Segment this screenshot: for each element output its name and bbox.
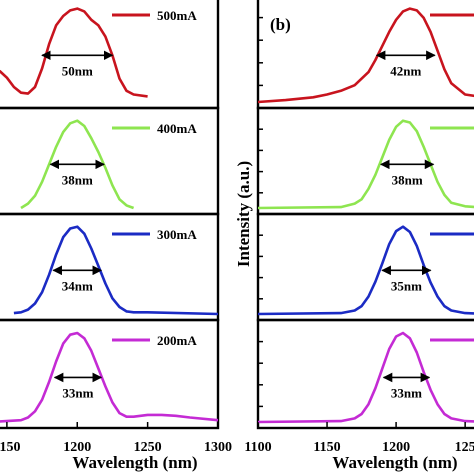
spectrum-line-2 [257, 119, 474, 210]
spectrum-line-4 [257, 331, 474, 424]
x-tick-label: 1200 [63, 440, 91, 455]
chart-panel-2: 42nm 38nm 35nm 33nm 1100 1150 1200 125Wavelengt… [234, 0, 474, 472]
spectrum-line-1 [257, 7, 474, 104]
spectrum-line-4 [0, 331, 219, 423]
x-tick-label: 1150 [313, 440, 340, 455]
legend-label: 200mA [157, 333, 197, 348]
fwhm-label: 38nm [392, 172, 423, 187]
chart-panel-1: 50nm 500mA 38nm 400mA 34nm 300mA 33nm 200mA 1150… [0, 0, 232, 472]
spectrum-line-2 [20, 119, 135, 210]
spectrum-line-1 [0, 7, 148, 98]
x-tick-label: 1250 [134, 440, 162, 455]
subplot-frame [0, 318, 220, 430]
x-tick-label: 1200 [382, 440, 410, 455]
fwhm-label: 42nm [390, 63, 421, 78]
spectrum-line-3 [13, 225, 219, 316]
fwhm-label: 38nm [62, 172, 93, 187]
y-axis-label: Intensity (a.u.) [234, 161, 253, 267]
x-tick-label: 125 [455, 440, 474, 455]
x-tick-label: 1150 [0, 440, 21, 455]
x-tick-label: 1100 [244, 440, 271, 455]
x-axis-label: Wavelength (nm) [332, 453, 457, 472]
fwhm-label: 35nm [391, 278, 422, 293]
legend-label: 400mA [157, 121, 197, 136]
subplot-frame [256, 106, 474, 216]
fwhm-label: 50nm [62, 63, 93, 78]
x-tick-label: 1300 [204, 440, 232, 455]
subplot-frame [256, 318, 474, 430]
x-axis-label: Wavelength (nm) [72, 453, 197, 472]
fwhm-label: 34nm [62, 278, 93, 293]
legend-label: 500mA [157, 8, 197, 23]
legend-label: 300mA [157, 227, 197, 242]
spectrum-line-3 [257, 225, 474, 316]
fwhm-label: 33nm [391, 385, 422, 400]
fwhm-label: 33nm [62, 385, 93, 400]
panel-label: (b) [270, 15, 291, 34]
